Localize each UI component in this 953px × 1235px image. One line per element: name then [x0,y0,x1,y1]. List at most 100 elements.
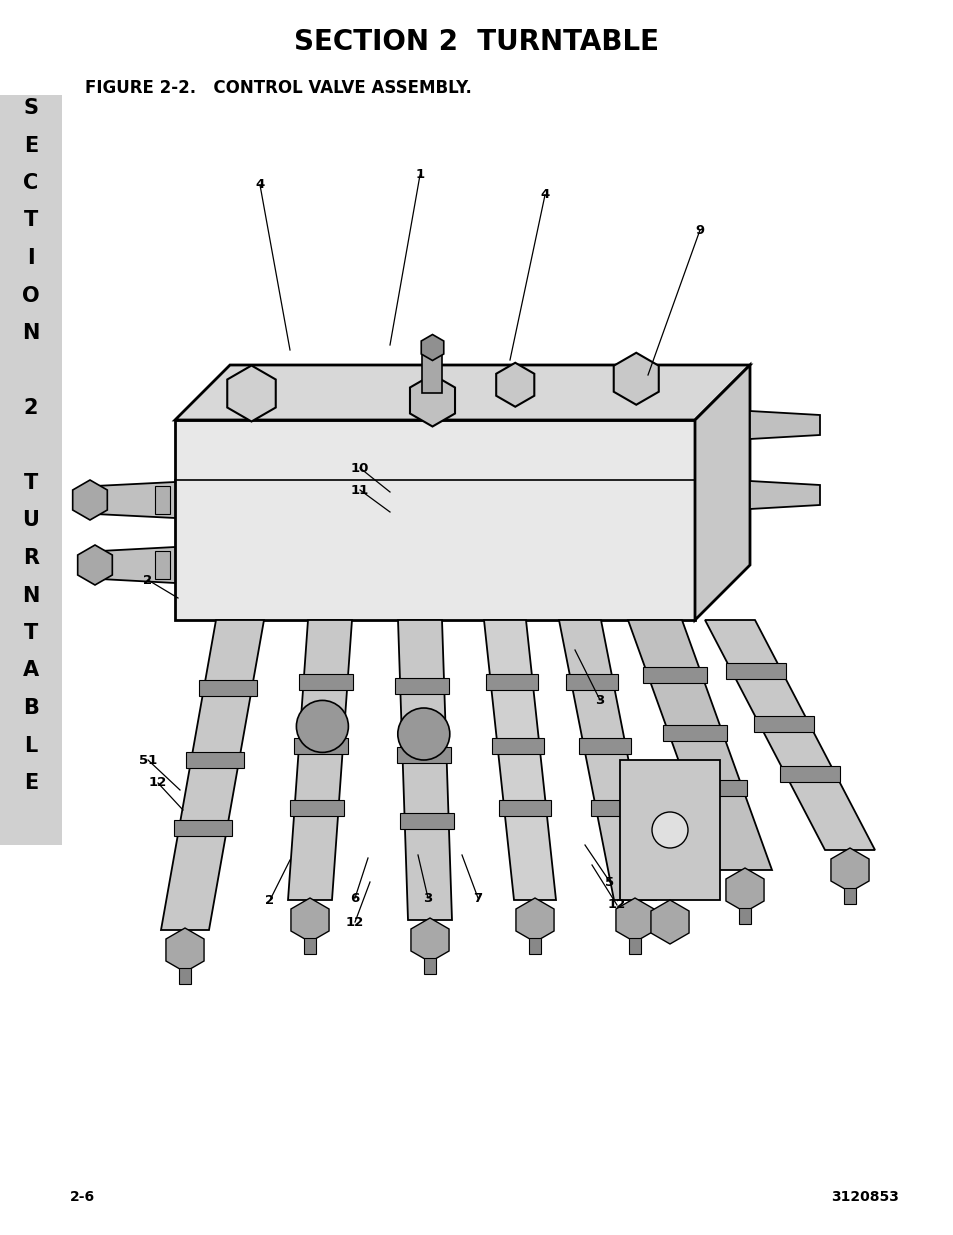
Polygon shape [590,799,642,815]
Text: A: A [23,661,39,680]
Text: 9: 9 [695,224,704,236]
Polygon shape [95,482,174,517]
Text: 4: 4 [255,179,264,191]
Polygon shape [682,779,746,795]
Polygon shape [780,766,840,782]
Text: 5: 5 [605,876,614,888]
Polygon shape [565,673,618,689]
Text: 3: 3 [595,694,604,706]
Text: T: T [24,622,38,643]
Polygon shape [578,739,630,755]
Polygon shape [174,820,232,836]
Bar [739,908,750,924]
Polygon shape [627,620,771,869]
Polygon shape [485,673,537,689]
Polygon shape [516,898,554,942]
Polygon shape [421,335,443,361]
Polygon shape [291,898,329,942]
Bar [843,888,855,904]
Text: T: T [24,473,38,493]
Text: C: C [24,173,38,193]
Polygon shape [725,663,785,678]
Text: 4: 4 [539,189,549,201]
Text: 12: 12 [607,899,625,911]
Text: 2: 2 [143,573,152,587]
Polygon shape [492,739,544,755]
Text: S: S [24,98,38,119]
Text: E: E [24,773,38,793]
Text: E: E [24,136,38,156]
Polygon shape [174,366,749,420]
Bar [423,958,436,974]
Polygon shape [749,411,820,438]
Text: 12: 12 [149,777,167,789]
Polygon shape [411,918,449,962]
Polygon shape [399,813,454,829]
Polygon shape [749,480,820,509]
Polygon shape [704,620,874,850]
Polygon shape [483,620,556,900]
Polygon shape [496,363,534,406]
Text: 10: 10 [351,462,369,474]
Text: FIGURE 2-2.   CONTROL VALVE ASSEMBLY.: FIGURE 2-2. CONTROL VALVE ASSEMBLY. [85,79,472,98]
Text: 51: 51 [139,753,157,767]
Text: 2-6: 2-6 [70,1191,95,1204]
Text: 2: 2 [265,893,274,906]
Polygon shape [753,715,813,731]
Text: 1: 1 [415,168,424,182]
Polygon shape [695,366,749,620]
Bar [422,352,442,393]
Bar [0,95,62,845]
Polygon shape [410,374,455,426]
Bar [529,939,540,953]
Polygon shape [642,667,706,683]
Text: T: T [24,210,38,231]
Polygon shape [397,747,451,763]
Polygon shape [498,799,551,815]
Polygon shape [174,420,695,620]
Polygon shape [72,480,107,520]
Text: R: R [23,548,39,568]
Circle shape [397,708,449,760]
Polygon shape [558,620,656,900]
Polygon shape [227,366,275,421]
Polygon shape [161,620,264,930]
Polygon shape [290,799,343,815]
Bar [154,551,170,579]
Text: 12: 12 [346,915,364,929]
Polygon shape [298,673,353,689]
Text: I: I [27,248,34,268]
Text: 2: 2 [24,398,38,417]
Polygon shape [830,848,868,892]
Polygon shape [395,678,449,694]
Text: 11: 11 [351,483,369,496]
Polygon shape [198,680,256,697]
Text: O: O [22,285,40,305]
Polygon shape [397,620,452,920]
Polygon shape [662,725,727,741]
Polygon shape [166,927,204,972]
Circle shape [651,811,687,848]
Polygon shape [650,900,688,944]
Polygon shape [100,547,174,583]
Text: U: U [23,510,39,531]
Text: SECTION 2  TURNTABLE: SECTION 2 TURNTABLE [294,28,659,56]
Bar [154,487,170,514]
Polygon shape [725,868,763,911]
Text: 3: 3 [423,892,432,904]
Polygon shape [616,898,654,942]
Text: 6: 6 [350,892,359,904]
Text: 7: 7 [473,892,482,904]
Polygon shape [288,620,352,900]
Text: N: N [22,585,40,605]
Bar [628,939,640,953]
Text: N: N [22,324,40,343]
Bar [304,939,315,953]
Text: B: B [23,698,39,718]
Circle shape [296,700,348,752]
Text: L: L [25,736,37,756]
Polygon shape [77,545,112,585]
Bar [179,968,191,984]
Text: 3120853: 3120853 [830,1191,898,1204]
Bar [619,760,720,900]
